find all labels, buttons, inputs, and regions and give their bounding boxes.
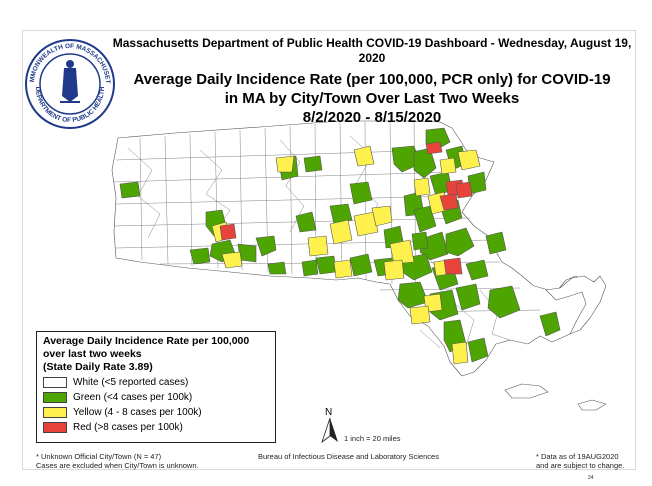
yellow-towns — [211, 145, 481, 365]
legend-item-green: Green (<4 cases per 100k) — [43, 391, 269, 404]
legend-label-white: White (<5 reported cases) — [73, 377, 189, 388]
legend-title-1: Average Daily Incidence Rate per 100,000 — [43, 335, 250, 347]
legend-item-white: White (<5 reported cases) — [43, 376, 269, 389]
unknown-note-1: * Unknown Official City/Town (N = 47) — [36, 452, 162, 461]
map-header: Massachusetts Department of Public Healt… — [112, 36, 632, 127]
legend-item-red: Red (>8 cases per 100k) — [43, 421, 269, 434]
north-label: N — [325, 407, 333, 418]
cape-cod — [545, 275, 607, 335]
scale-text: 1 inch = 20 miles — [344, 434, 401, 443]
map-title: Average Daily Incidence Rate (per 100,00… — [133, 71, 611, 88]
legend-title-2: over last two weeks — [43, 348, 142, 360]
legend-swatch-yellow — [43, 407, 67, 418]
green-towns — [119, 127, 561, 363]
north-arrow-icon — [321, 417, 338, 444]
map-subtitle: in MA by City/Town Over Last Two Weeks — [224, 90, 520, 107]
unknown-note-2: Cases are excluded when City/Town is unk… — [36, 461, 199, 470]
legend-swatch-red — [43, 422, 67, 433]
dph-seal-logo: COMMONWEALTH OF MASSACHUSETTS DEPARTMENT… — [24, 38, 115, 129]
legend-title-3: (State Daily Rate 3.89) — [43, 361, 153, 373]
legend-box: Average Daily Incidence Rate per 100,000… — [36, 331, 276, 443]
legend-label-yellow: Yellow (4 - 8 cases per 100k) — [73, 407, 202, 418]
legend-label-red: Red (>8 cases per 100k) — [73, 422, 183, 433]
data-as-of-2: and are subject to change. — [536, 461, 625, 470]
bureau-text: Bureau of Infectious Disease and Laborat… — [258, 452, 439, 461]
dashboard-title: Massachusetts Department of Public Healt… — [112, 36, 632, 65]
marthas-vineyard — [504, 383, 549, 399]
red-towns — [219, 141, 473, 275]
nantucket — [577, 399, 607, 411]
legend-swatch-green — [43, 392, 67, 403]
legend-label-green: Green (<4 cases per 100k) — [73, 392, 193, 403]
page-number: 24 — [588, 475, 594, 481]
map-date-range: 8/2/2020 - 8/15/2020 — [302, 109, 442, 126]
legend-swatch-white — [43, 377, 67, 388]
legend-item-yellow: Yellow (4 - 8 cases per 100k) — [43, 406, 269, 419]
data-as-of-1: * Data as of 19AUG2020 — [536, 452, 619, 461]
